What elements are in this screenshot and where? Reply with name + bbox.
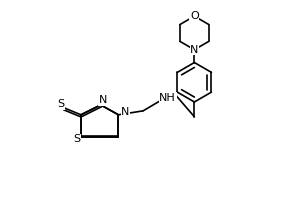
Text: S: S	[74, 134, 81, 144]
Text: N: N	[121, 107, 130, 117]
Text: NH: NH	[159, 93, 176, 103]
Text: N: N	[190, 45, 199, 55]
Text: S: S	[58, 99, 65, 109]
Text: N: N	[98, 95, 107, 105]
Text: O: O	[190, 11, 199, 21]
